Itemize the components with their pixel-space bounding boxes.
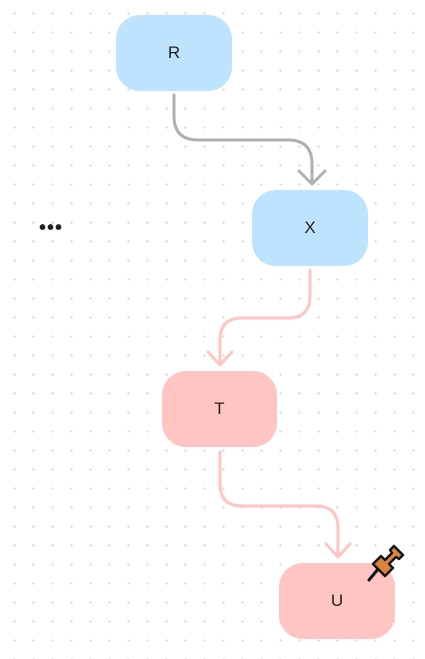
edge-x-to-t[interactable] xyxy=(218,268,312,365)
node-r[interactable]: R xyxy=(116,15,232,91)
edge-t-to-u[interactable] xyxy=(218,450,340,557)
node-label: R xyxy=(167,43,181,62)
edge-r-to-x[interactable] xyxy=(172,93,314,184)
arrowhead-icon xyxy=(206,350,234,367)
node-label: T xyxy=(214,399,225,418)
more-options-button[interactable]: ••• xyxy=(38,216,63,239)
node-u[interactable]: U xyxy=(279,563,395,639)
arrowhead-icon xyxy=(324,542,352,559)
node-x[interactable]: X xyxy=(252,190,368,266)
node-label: X xyxy=(304,218,316,237)
node-t[interactable]: T xyxy=(162,371,277,447)
node-label: U xyxy=(330,591,344,610)
arrowhead-icon xyxy=(297,169,327,186)
pushpin-icon[interactable] xyxy=(364,543,406,583)
